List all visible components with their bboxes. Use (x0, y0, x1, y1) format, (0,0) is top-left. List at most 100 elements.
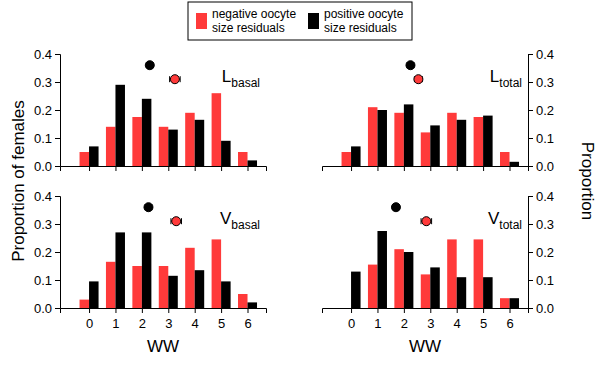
tick-label: 4 (454, 316, 461, 331)
bar-series (89, 232, 257, 308)
tick: 0.0 (34, 301, 60, 316)
panel-label: Lbasal (222, 67, 260, 90)
tick-mark (115, 166, 116, 171)
tick (221, 166, 222, 171)
bar (238, 294, 248, 308)
tick: 0.0 (528, 159, 554, 174)
tick: 0.3 (34, 75, 60, 90)
tick-mark (528, 54, 533, 55)
tick (483, 166, 484, 171)
tick: 0.1 (34, 273, 60, 288)
bar (159, 266, 169, 308)
legend-label: positive oocytesize residuals (324, 7, 404, 35)
panel-label: Vtotal (488, 209, 522, 232)
x-axis (323, 166, 529, 171)
tick-label: 0.3 (536, 217, 554, 232)
bar (404, 252, 414, 308)
bar (510, 298, 520, 308)
tick-mark (248, 308, 249, 313)
tick: 0.2 (528, 245, 554, 260)
tick: 0.4 (34, 189, 60, 204)
tick: 0.2 (34, 245, 60, 260)
bar (377, 110, 387, 166)
bar (457, 120, 467, 166)
mean-marker (171, 217, 182, 226)
tick-label: 2 (401, 316, 408, 331)
y-axis: 0.00.10.20.30.4 (528, 189, 554, 316)
mean-point (170, 75, 179, 84)
bar (394, 249, 404, 308)
tick-mark (55, 224, 60, 225)
tick (377, 166, 378, 171)
tick-mark (528, 196, 533, 197)
tick-mark (55, 252, 60, 253)
tick (351, 166, 352, 171)
bar (421, 274, 431, 308)
tick-mark (89, 166, 90, 171)
bar (115, 85, 125, 166)
bar (447, 239, 457, 308)
bar (195, 120, 205, 166)
tick-label: 6 (244, 316, 251, 331)
bar (500, 298, 510, 308)
legend: negative oocytesize residuals positive oo… (188, 2, 412, 40)
mean-marker (170, 75, 181, 84)
tick-mark (377, 166, 378, 171)
tick: 2 (139, 308, 146, 331)
tick-mark (528, 166, 533, 167)
bar (212, 239, 222, 308)
bar-series (351, 104, 519, 166)
panel-label-main: V (488, 209, 500, 228)
tick-mark (195, 308, 196, 313)
bar (115, 232, 125, 308)
bar (142, 99, 152, 166)
mean-point (145, 61, 154, 70)
tick (195, 166, 196, 171)
tick: 4 (192, 308, 199, 331)
tick: 0.3 (528, 217, 554, 232)
bar-series (80, 93, 248, 166)
tick-label: 3 (427, 316, 434, 331)
tick-mark (142, 308, 143, 313)
tick: 3 (427, 308, 434, 331)
tick: 1 (112, 308, 119, 331)
bar (106, 127, 116, 166)
mean-point (391, 203, 400, 212)
tick-mark (55, 54, 60, 55)
tick: 3 (165, 308, 172, 331)
mean-point (144, 203, 153, 212)
bar (483, 277, 493, 308)
plot-area (351, 203, 519, 308)
panel-label-main: L (490, 67, 499, 86)
tick-label: 1 (374, 316, 381, 331)
bar (342, 308, 352, 309)
tick: 0.0 (528, 301, 554, 316)
tick-label: 0.0 (536, 159, 554, 174)
tick-mark (115, 308, 116, 313)
tick-label: 0.0 (34, 159, 52, 174)
tick-label: 0.3 (34, 217, 52, 232)
panel: 01234560.00.10.20.30.4VbasalWW (34, 189, 267, 356)
axis-line (529, 197, 534, 309)
y-axis-title: Proportion of females (9, 100, 28, 262)
tick-mark (528, 280, 533, 281)
bar (221, 281, 231, 308)
tick: 2 (401, 308, 408, 331)
tick-mark (528, 110, 533, 111)
x-axis: 0123456 (61, 308, 267, 331)
tick-mark (142, 166, 143, 171)
bar (80, 300, 90, 308)
tick: 5 (480, 308, 487, 331)
tick-label: 0 (348, 316, 355, 331)
bar (474, 117, 484, 166)
panel: 01234560.00.10.20.30.4VtotalWW (323, 189, 555, 356)
tick: 0.4 (528, 47, 554, 62)
figure: 0.0 0.1 0.2 0.3 0.4 Lbasal Proportion of femal… (0, 0, 600, 365)
mean-marker (406, 61, 415, 70)
legend-label: negative oocytesize residuals (212, 7, 296, 35)
tick-mark (457, 166, 458, 171)
bar (457, 277, 467, 308)
panel-label: Ltotal (490, 67, 522, 90)
tick-label: 5 (480, 316, 487, 331)
tick-label: 4 (192, 316, 199, 331)
